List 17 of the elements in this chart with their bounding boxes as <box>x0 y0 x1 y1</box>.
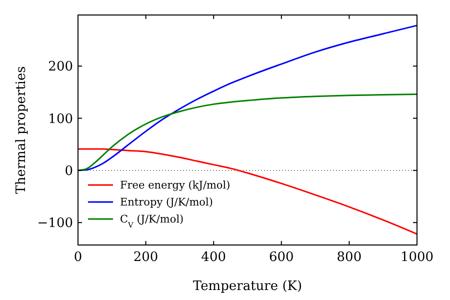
x-axis-title: Temperature (K) <box>192 279 302 294</box>
x-tick-label: 1000 <box>400 250 434 265</box>
legend-label: Entropy (J/K/mol) <box>120 196 213 209</box>
x-tick-label: 600 <box>268 250 294 265</box>
x-tick-label: 400 <box>201 250 226 265</box>
x-tick-label: 800 <box>336 250 362 265</box>
legend-label: C$_{V}$ (J/K/mol) <box>120 214 184 230</box>
y-tick-label: 200 <box>48 60 73 75</box>
x-tick-label: 0 <box>74 250 82 265</box>
line-series <box>77 148 418 235</box>
y-tick-label: −100 <box>37 216 73 232</box>
y-axis-title: Thermal properties <box>14 66 29 194</box>
x-tick-label: 200 <box>133 250 158 265</box>
legend-label: Free energy (kJ/mol) <box>120 180 230 192</box>
line-series <box>77 94 418 172</box>
y-tick-label: 100 <box>48 112 73 127</box>
y-tick-label: 0 <box>64 164 73 179</box>
